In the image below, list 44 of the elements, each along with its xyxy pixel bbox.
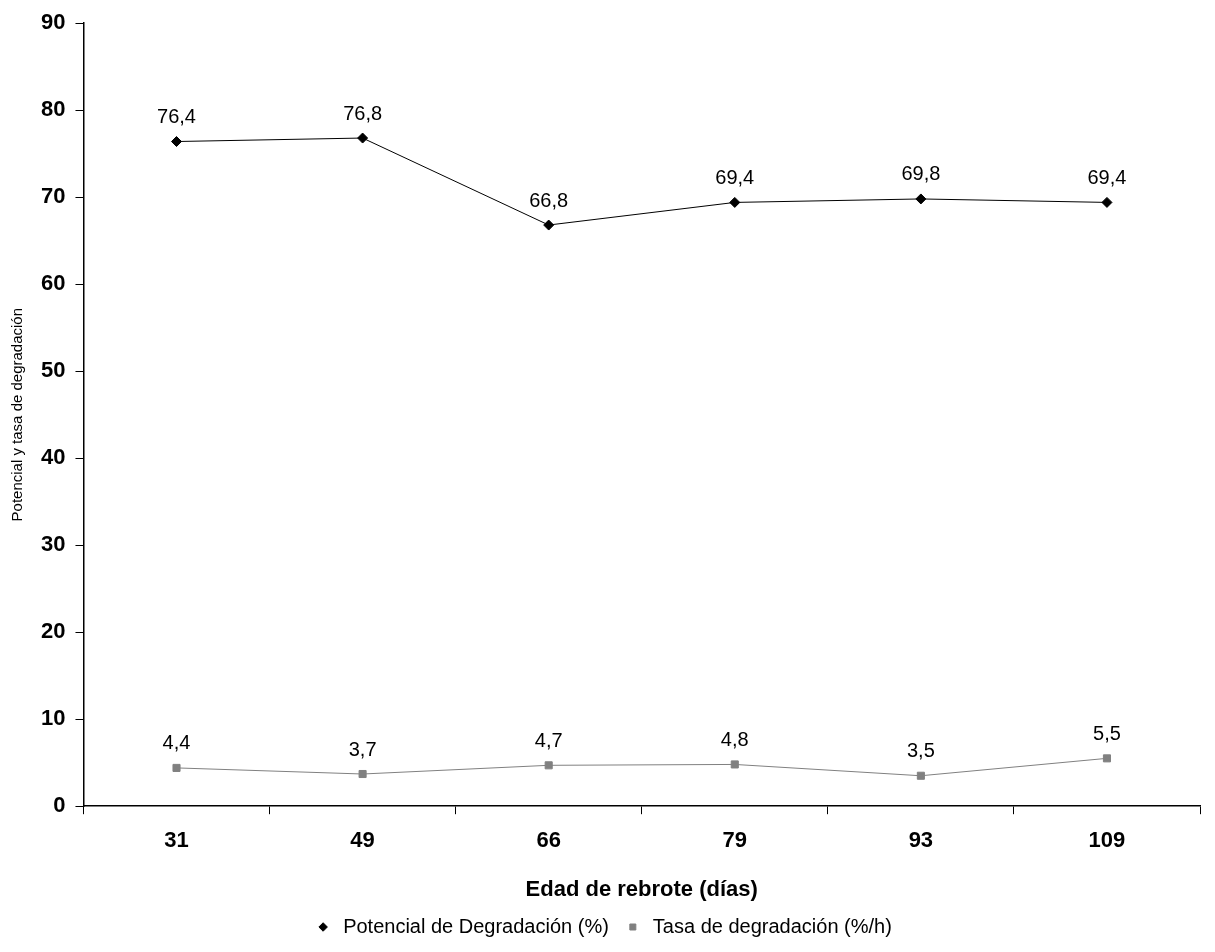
data-label: 5,5 [1093, 721, 1121, 744]
x-tick-label: 109 [1088, 827, 1126, 853]
data-label: 3,5 [906, 739, 935, 762]
point [729, 196, 741, 208]
y-tick-label: 30 [40, 531, 66, 557]
data-label: 4,4 [162, 731, 191, 754]
y-tick-label: 0 [53, 792, 66, 818]
point [916, 771, 925, 780]
legend-label: Potencial de Degradación (%) [343, 914, 609, 937]
point [172, 763, 181, 772]
y-tick-label: 50 [40, 357, 66, 383]
y-tick-label: 70 [40, 183, 66, 209]
y-tick-label: 60 [40, 270, 66, 296]
legend-label: Tasa de degradación (%/h) [652, 914, 892, 937]
data-label: 66,8 [529, 188, 569, 211]
data-label: 76,4 [157, 105, 196, 128]
point [915, 193, 927, 205]
x-tick-label: 79 [722, 827, 748, 853]
y-tick-label: 40 [40, 444, 66, 470]
point [357, 132, 369, 144]
point [543, 219, 555, 231]
x-tick-label: 93 [908, 827, 934, 853]
y-tick-label: 10 [40, 705, 66, 731]
data-label: 69,4 [715, 165, 755, 188]
data-label: 4,7 [534, 728, 563, 751]
data-label: 69,4 [1087, 165, 1127, 188]
y-tick-label: 80 [40, 96, 66, 122]
point [1102, 754, 1111, 763]
point [730, 760, 739, 769]
data-label: 4,8 [720, 727, 749, 750]
data-label: 76,8 [343, 101, 383, 124]
data-label: 3,7 [348, 737, 377, 760]
point [171, 136, 183, 148]
x-tick-label: 31 [164, 827, 189, 853]
y-axis-title: Potencial y tasa de degradación [8, 307, 26, 522]
x-tick-label: 66 [536, 827, 561, 853]
point [1101, 196, 1113, 208]
point [544, 761, 553, 770]
point [358, 769, 367, 779]
x-axis-title: Edad de rebrote (días) [525, 875, 758, 901]
x-tick-label: 49 [350, 827, 375, 853]
y-tick-label: 20 [40, 618, 66, 644]
y-tick-label: 90 [40, 9, 66, 35]
data-label: 69,8 [901, 162, 941, 185]
